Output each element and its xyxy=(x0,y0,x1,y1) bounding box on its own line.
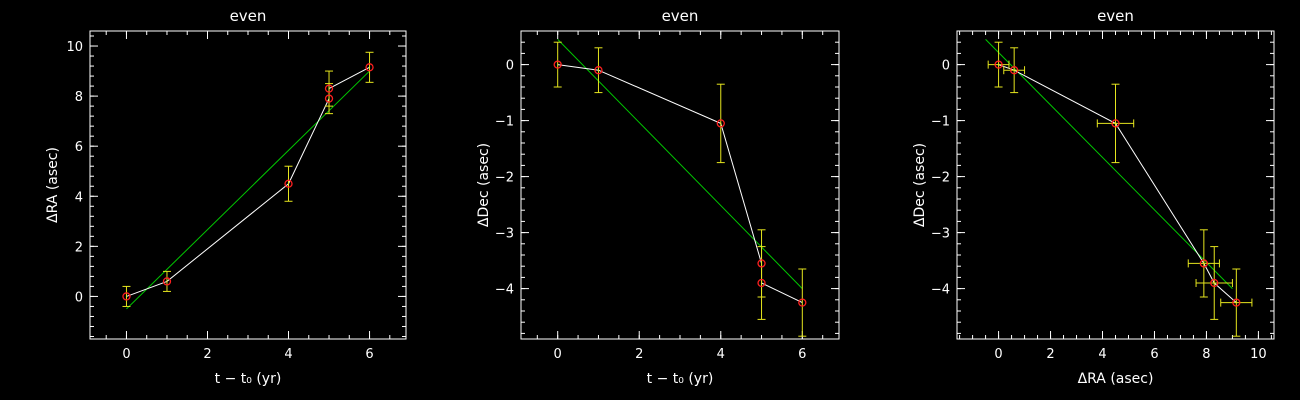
x-tick-label: 6 xyxy=(798,347,806,362)
x-tick-label: 6 xyxy=(365,347,373,362)
data-point xyxy=(757,259,766,268)
y-tick-label: 8 xyxy=(75,90,83,105)
data-point xyxy=(1210,278,1219,288)
x-tick-label: 4 xyxy=(284,347,292,362)
y-tick-label: −4 xyxy=(931,283,950,298)
data-point xyxy=(798,298,807,307)
data-point xyxy=(716,119,725,128)
y-tick-label: 6 xyxy=(75,140,83,155)
x-tick-label: 10 xyxy=(1250,347,1267,362)
data-point xyxy=(122,292,131,301)
fit-line xyxy=(557,39,803,289)
x-axis-label: t − t₀ (yr) xyxy=(215,371,282,387)
data-point xyxy=(757,278,766,288)
chart-panel-2: 0 2 4 6 0 −1 −2 −3 −4 even t − t₀ (yr) ΔDec (asec) xyxy=(476,7,840,387)
x-axis-label: ΔRA (asec) xyxy=(1078,371,1154,387)
data-point xyxy=(324,94,334,103)
y-axis-label: ΔDec (asec) xyxy=(476,143,492,227)
chart-title: even xyxy=(1097,7,1134,25)
data-point xyxy=(594,66,603,75)
x-tick-label: 8 xyxy=(1202,347,1210,362)
x-tick-label: 4 xyxy=(717,347,725,362)
y-tick-label: −3 xyxy=(931,227,950,242)
y-tick-label: 0 xyxy=(942,59,950,74)
data-line xyxy=(126,66,370,297)
data-line xyxy=(557,64,803,304)
data-point xyxy=(1010,66,1019,75)
y-tick-label: −4 xyxy=(495,283,514,298)
y-tick-label: 4 xyxy=(75,190,83,205)
x-tick-label: 0 xyxy=(122,347,130,362)
y-axis-label: ΔDec (asec) xyxy=(912,143,928,227)
y-tick-label: −1 xyxy=(495,115,514,130)
x-tick-label: 2 xyxy=(1046,347,1054,362)
data-point xyxy=(553,60,562,69)
y-tick-label: −1 xyxy=(931,115,950,130)
fit-line xyxy=(126,70,370,310)
data-point xyxy=(284,179,293,188)
x-tick-label: 0 xyxy=(994,347,1002,362)
y-tick-label: −2 xyxy=(931,171,950,186)
data-point xyxy=(162,277,172,286)
y-tick-label: 0 xyxy=(75,290,83,305)
chart-title: even xyxy=(662,7,699,25)
data-point xyxy=(365,63,374,72)
y-tick-label: 0 xyxy=(506,59,514,74)
y-tick-label: −2 xyxy=(495,171,514,186)
plot-frame xyxy=(520,30,840,340)
x-tick-label: 2 xyxy=(635,347,643,362)
x-tick-label: 4 xyxy=(1098,347,1106,362)
y-tick-label: −3 xyxy=(495,227,514,242)
chart-panel-1: 0 2 4 6 0 2 4 6 8 10 even t − t₀ (yr) ΔRA (asec) xyxy=(45,7,407,387)
plot-frame xyxy=(956,30,1275,340)
data-point xyxy=(994,60,1003,69)
y-axis-label: ΔRA (asec) xyxy=(45,147,61,223)
fit-line xyxy=(985,39,1233,289)
x-tick-label: 2 xyxy=(203,347,211,362)
y-tick-label: 10 xyxy=(66,40,83,55)
chart-title: even xyxy=(230,7,267,25)
chart-panel-3: 0 2 4 6 8 10 0 −1 −2 −3 −4 even ΔRA (asec) ΔDec (asec… xyxy=(912,7,1275,387)
data-point xyxy=(1232,298,1241,307)
y-tick-label: 2 xyxy=(75,240,83,255)
data-line xyxy=(998,64,1237,303)
data-point xyxy=(1199,259,1208,268)
x-axis-label: t − t₀ (yr) xyxy=(647,371,714,387)
data-point xyxy=(1111,119,1120,128)
x-tick-label: 6 xyxy=(1150,347,1158,362)
x-tick-label: 0 xyxy=(554,347,562,362)
data-point xyxy=(324,84,334,93)
